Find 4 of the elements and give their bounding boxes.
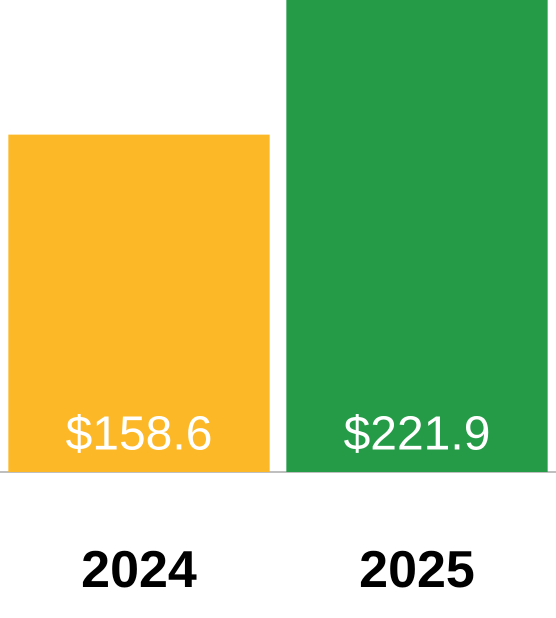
data-label: $221.9 bbox=[344, 408, 490, 460]
data-label: $158.6 bbox=[66, 408, 212, 460]
x-tick-label: 2025 bbox=[359, 541, 475, 599]
x-tick-label: 2024 bbox=[81, 541, 197, 599]
